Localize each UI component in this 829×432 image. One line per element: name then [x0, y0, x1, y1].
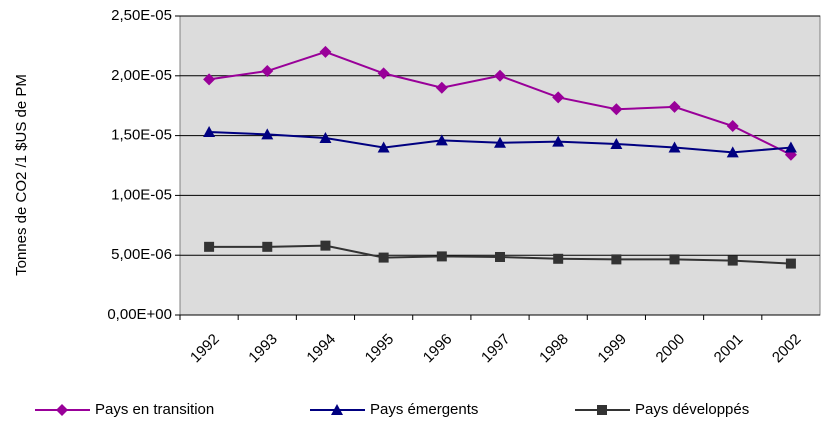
marker	[261, 65, 274, 78]
y-tick-label: 0,00E+00	[107, 306, 172, 323]
x-tick-label: 1995	[362, 331, 398, 367]
marker	[377, 67, 390, 80]
marker	[320, 240, 331, 251]
marker	[436, 251, 447, 262]
marker	[262, 241, 273, 252]
legend-label: Pays émergents	[370, 401, 478, 418]
marker	[494, 69, 506, 82]
x-tick-label: 1993	[245, 331, 281, 367]
marker	[611, 254, 622, 265]
x-tick-label: 2001	[711, 331, 747, 367]
marker	[610, 137, 623, 149]
x-tick-label: 1999	[594, 331, 630, 367]
marker	[56, 404, 68, 416]
y-tick-label: 1,00E-05	[111, 186, 172, 203]
marker	[319, 131, 332, 143]
marker	[553, 253, 564, 264]
marker	[552, 135, 565, 147]
x-tick-label: 1998	[536, 331, 572, 367]
marker	[727, 255, 738, 266]
x-tick-label: 1997	[478, 331, 514, 367]
marker	[668, 100, 681, 113]
marker	[726, 120, 739, 133]
marker	[494, 136, 506, 148]
marker	[668, 141, 681, 153]
x-tick-label: 1994	[303, 331, 339, 367]
y-tick-label: 2,00E-05	[111, 67, 172, 84]
marker	[495, 251, 505, 262]
y-tick-label: 1,50E-05	[111, 127, 172, 144]
marker	[435, 134, 448, 146]
x-tick-label: 1996	[420, 331, 456, 367]
legend-label: Pays en transition	[95, 401, 214, 418]
marker	[204, 241, 215, 252]
marker	[203, 126, 216, 138]
marker	[378, 252, 389, 263]
marker	[203, 73, 216, 86]
y-tick-label: 5,00E-06	[111, 246, 172, 263]
marker	[597, 405, 607, 415]
marker	[610, 103, 623, 116]
x-tick-label: 2000	[653, 331, 689, 367]
marker	[785, 258, 796, 269]
marker	[331, 404, 343, 415]
marker	[784, 141, 797, 153]
x-tick-label: 2002	[769, 331, 805, 367]
marker	[435, 81, 448, 94]
y-axis-label: Tonnes de CO2 /1 $US de PM	[13, 74, 30, 276]
marker	[377, 141, 390, 153]
plot-area	[179, 15, 821, 316]
y-tick-label: 2,50E-05	[111, 7, 172, 24]
marker	[319, 45, 332, 58]
marker	[261, 128, 274, 140]
marker	[669, 254, 680, 265]
legend-label: Pays développés	[635, 401, 749, 418]
marker	[726, 146, 739, 158]
x-tick-label: 1992	[187, 331, 223, 367]
marker	[552, 91, 565, 104]
